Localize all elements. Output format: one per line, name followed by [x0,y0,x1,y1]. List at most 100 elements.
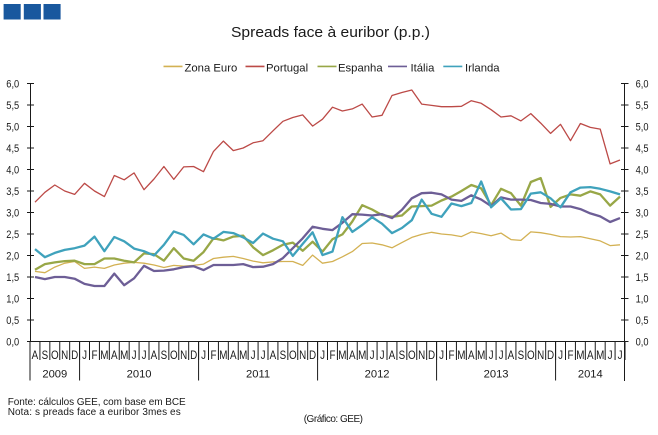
svg-text:1,0: 1,0 [6,294,19,306]
svg-text:0,5: 0,5 [636,315,649,327]
svg-text:2,0: 2,0 [636,251,649,263]
svg-text:J: J [499,349,504,362]
svg-text:M: M [477,349,485,362]
svg-text:A: A [349,349,356,362]
svg-text:J: J [380,349,385,362]
svg-text:A: A [32,349,39,362]
svg-text:Zona Euro: Zona Euro [185,62,238,74]
svg-text:Spreads face à euribor (p.p.): Spreads face à euribor (p.p.) [231,24,430,41]
svg-text:O: O [51,349,59,362]
svg-text:2014: 2014 [578,369,603,381]
svg-text:Irlanda: Irlanda [465,62,500,74]
svg-text:Portugal: Portugal [266,62,308,74]
svg-text:F: F [329,349,335,362]
svg-text:2009: 2009 [42,369,67,381]
svg-text:A: A [468,349,475,362]
svg-text:A: A [508,349,515,362]
svg-text:4,5: 4,5 [6,143,19,155]
svg-text:J: J [82,349,87,362]
svg-text:S: S [280,349,287,362]
svg-text:M: M [457,349,465,362]
svg-text:A: A [111,349,118,362]
svg-text:Espanha: Espanha [338,62,383,74]
svg-text:J: J [489,349,494,362]
svg-text:4,0: 4,0 [636,165,649,177]
svg-text:S: S [518,349,525,362]
svg-text:Nota: s preads face a euribor: Nota: s preads face a euribor 3mes es [8,407,181,418]
svg-text:J: J [251,349,256,362]
svg-text:O: O [408,349,416,362]
svg-text:J: J [261,349,266,362]
svg-text:A: A [270,349,277,362]
svg-text:1,5: 1,5 [6,272,19,284]
svg-text:F: F [448,349,454,362]
svg-text:0,0: 0,0 [6,337,19,349]
svg-text:F: F [567,349,573,362]
svg-text:5,5: 5,5 [636,100,649,112]
svg-text:M: M [100,349,108,362]
svg-text:A: A [151,349,158,362]
svg-text:0,5: 0,5 [6,315,19,327]
svg-text:F: F [91,349,97,362]
svg-text:1,5: 1,5 [636,272,649,284]
svg-text:Fonte: cálculos GEE, com base: Fonte: cálculos GEE, com base em BCE [8,397,186,408]
svg-text:N: N [180,349,187,362]
svg-text:N: N [299,349,306,362]
svg-text:J: J [142,349,147,362]
svg-text:4,5: 4,5 [636,143,649,155]
svg-text:3,0: 3,0 [636,208,649,220]
svg-text:3,5: 3,5 [636,186,649,198]
svg-text:D: D [71,349,78,362]
svg-text:J: J [608,349,613,362]
svg-text:A: A [587,349,594,362]
svg-text:J: J [201,349,206,362]
svg-text:2010: 2010 [127,369,152,381]
svg-text:S: S [161,349,168,362]
svg-text:S: S [42,349,49,362]
svg-text:(Gráfico: GEE): (Gráfico: GEE) [304,414,363,425]
svg-text:J: J [558,349,563,362]
svg-text:J: J [439,349,444,362]
svg-text:M: M [338,349,346,362]
svg-text:2,5: 2,5 [636,229,649,241]
svg-text:M: M [120,349,128,362]
svg-text:D: D [190,349,197,362]
svg-text:O: O [289,349,297,362]
svg-text:0,0: 0,0 [636,337,649,349]
svg-text:5,0: 5,0 [636,122,649,134]
svg-text:A: A [230,349,237,362]
svg-text:A: A [389,349,396,362]
svg-text:2012: 2012 [365,369,390,381]
svg-text:F: F [210,349,216,362]
svg-text:3,5: 3,5 [6,186,19,198]
svg-text:5,5: 5,5 [6,100,19,112]
svg-text:4,0: 4,0 [6,165,19,177]
svg-text:N: N [537,349,544,362]
svg-text:D: D [547,349,554,362]
svg-text:M: M [358,349,366,362]
svg-text:O: O [527,349,535,362]
svg-text:O: O [170,349,178,362]
svg-text:N: N [418,349,425,362]
svg-text:Itália: Itália [411,62,436,74]
svg-text:6,0: 6,0 [6,79,19,91]
svg-text:D: D [428,349,435,362]
svg-text:M: M [576,349,584,362]
svg-text:2,0: 2,0 [6,251,19,263]
svg-text:M: M [219,349,227,362]
svg-text:2011: 2011 [246,369,270,381]
svg-text:2,5: 2,5 [6,229,19,241]
svg-text:J: J [320,349,325,362]
svg-text:3,0: 3,0 [6,208,19,220]
svg-text:6,0: 6,0 [636,79,649,91]
svg-text:5,0: 5,0 [6,122,19,134]
svg-text:2013: 2013 [484,369,509,381]
svg-text:J: J [132,349,137,362]
svg-text:N: N [61,349,68,362]
svg-text:M: M [239,349,247,362]
svg-text:D: D [309,349,316,362]
svg-text:1,0: 1,0 [636,294,649,306]
svg-text:M: M [596,349,604,362]
svg-text:S: S [399,349,406,362]
svg-text:J: J [370,349,375,362]
